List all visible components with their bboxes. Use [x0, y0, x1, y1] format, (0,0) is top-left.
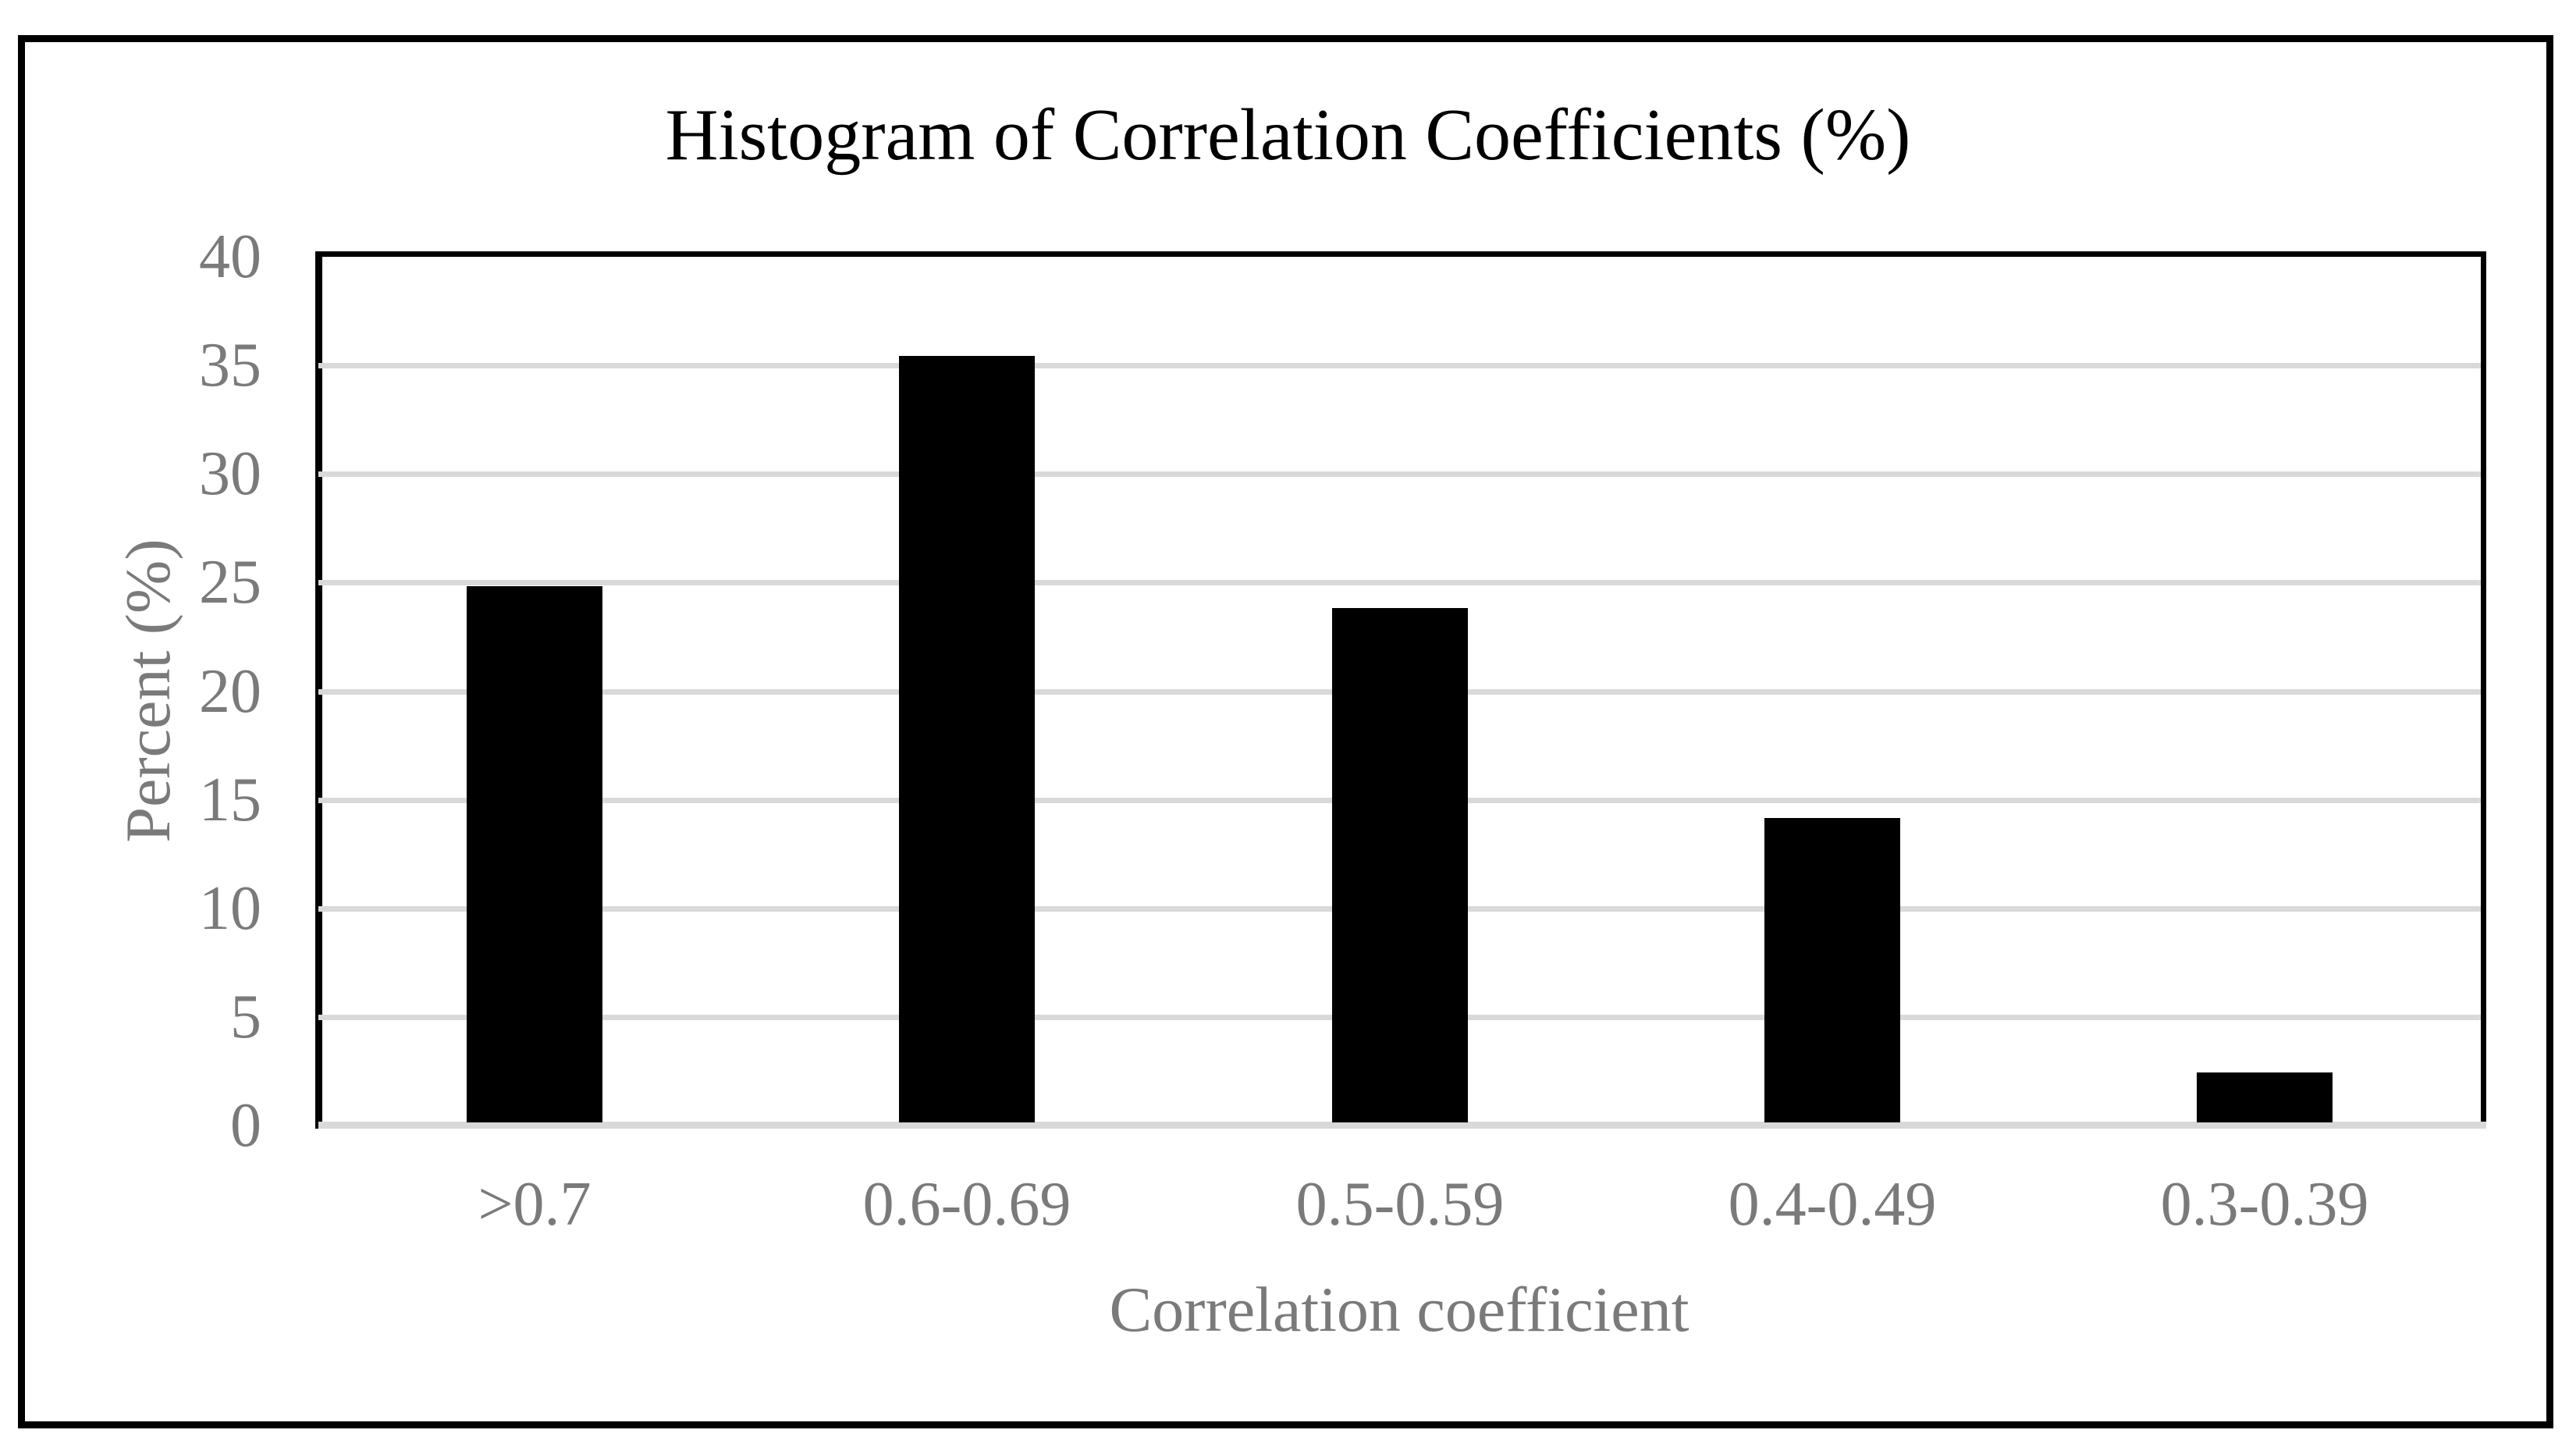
x-tick-label-0.5-0.59: 0.5-0.59: [1295, 1170, 1505, 1239]
y-tick-label-0: 0: [230, 1091, 261, 1160]
x-axis-line: [318, 1122, 2486, 1129]
bar->0.7: [467, 586, 602, 1122]
x-tick-label-0.3-0.39: 0.3-0.39: [2160, 1170, 2369, 1239]
plot-border-top: [315, 251, 2486, 257]
y-tick-label-30: 30: [199, 439, 261, 509]
y-tick-label-40: 40: [199, 222, 261, 291]
x-tick-label->0.7: >0.7: [478, 1170, 592, 1239]
x-tick-label-0.4-0.49: 0.4-0.49: [1728, 1170, 1937, 1239]
plot-border-right: [2481, 251, 2486, 1129]
y-tick-label-5: 5: [230, 982, 261, 1051]
gridline-35: [318, 363, 2481, 369]
bar-0.4-0.49: [1764, 818, 1900, 1122]
y-tick-label-20: 20: [199, 656, 261, 726]
y-tick-label-25: 25: [199, 548, 261, 617]
figure-border: [18, 35, 2553, 1428]
gridline-30: [318, 471, 2481, 478]
bar-0.3-0.39: [2197, 1072, 2333, 1122]
bar-0.6-0.69: [899, 356, 1035, 1122]
y-tick-label-15: 15: [199, 765, 261, 834]
y-tick-label-10: 10: [199, 873, 261, 943]
bar-0.5-0.59: [1332, 608, 1468, 1122]
gridline-25: [318, 580, 2481, 586]
x-tick-label-0.6-0.69: 0.6-0.69: [862, 1170, 1071, 1239]
x-axis-title: Correlation coefficient: [1109, 1274, 1690, 1345]
chart-title: Histogram of Correlation Coefficients (%…: [665, 94, 1911, 176]
y-tick-label-35: 35: [199, 331, 261, 400]
